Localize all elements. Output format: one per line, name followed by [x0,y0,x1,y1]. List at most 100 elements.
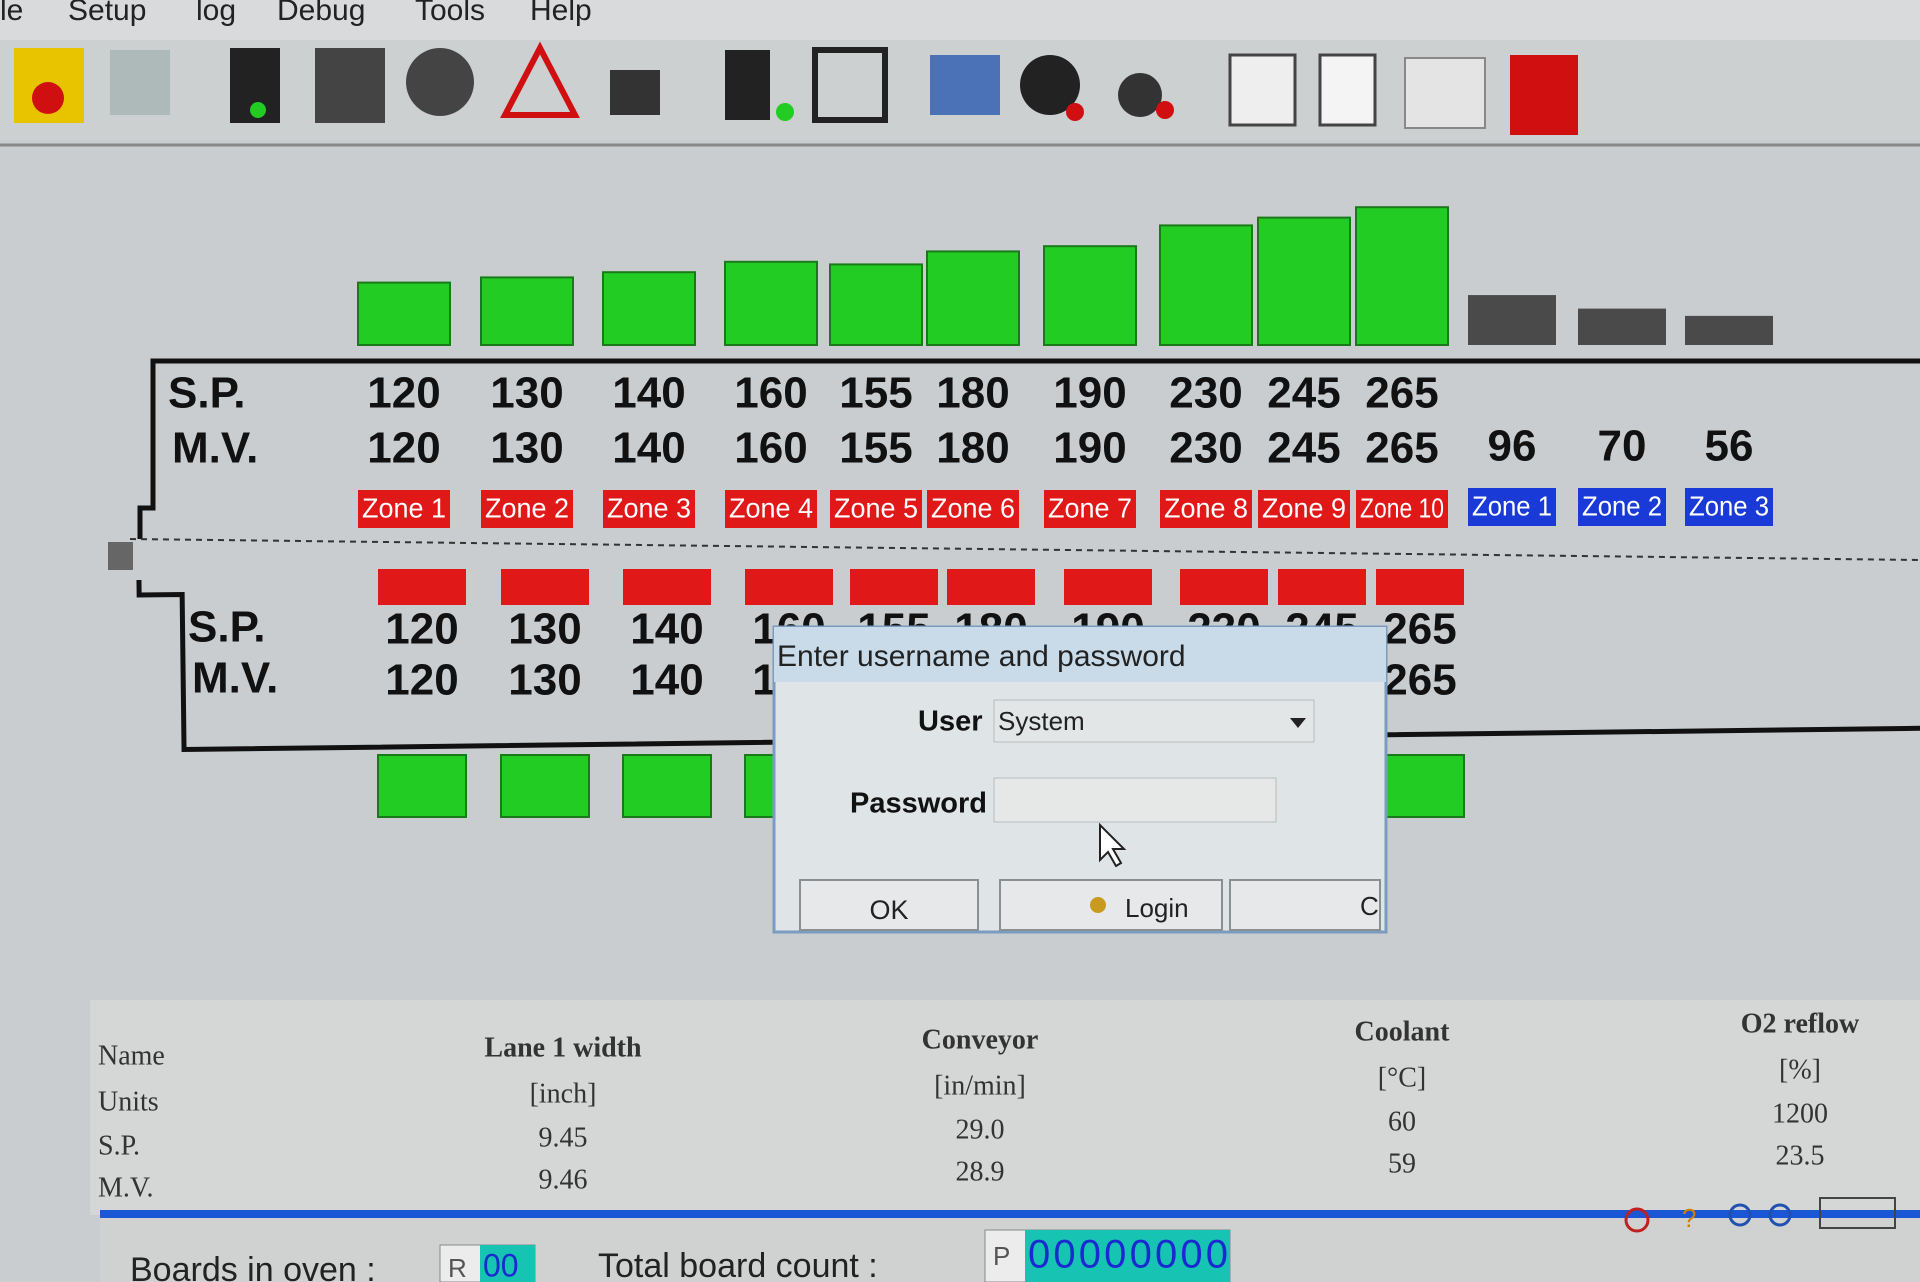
menu-item[interactable]: Debug [277,0,365,27]
menu-item[interactable]: Setup [68,0,146,27]
table-cell: [%] [1779,1054,1821,1085]
mv-value: 230 [1169,424,1242,473]
heater-bar [602,271,696,347]
row-label: S.P. [188,603,265,652]
lower-heater-bar [622,754,712,818]
cancel-label: C [1360,891,1379,921]
table-header: Lane 1 width [484,1032,642,1063]
heater-indicator [745,569,833,605]
heater-indicator [378,569,466,605]
sp-value: 120 [385,605,458,654]
mv-value: 140 [630,656,703,705]
boards-display [480,1245,535,1282]
zone-name: Zone 2 [485,492,569,523]
sp-value: 190 [1053,369,1126,418]
heater-bar [1043,245,1137,346]
heater-bar [357,281,451,347]
login-dialog: Enter username and password User System … [772,625,1388,934]
dialog-title: Enter username and password [777,640,1186,673]
boards-value: 00 [483,1247,519,1282]
menu-item[interactable]: Tools [415,0,485,27]
table-cell: [°C] [1378,1062,1427,1093]
menu-item[interactable]: Help [530,0,592,27]
user-label: User [918,706,983,738]
mv-value: 130 [508,656,581,705]
heater-bar [926,250,1020,346]
zone-name: Zone 6 [931,492,1015,523]
heater-indicator [501,569,589,605]
cooler-bar [1685,315,1773,345]
zone-tag [1044,490,1136,528]
zone-tag [481,490,573,528]
ok-label: OK [869,895,908,925]
total-prefix: P [993,1241,1010,1271]
bottom-frame [136,579,1920,753]
cooler-bar [1578,308,1666,345]
conveyor-line [129,538,1920,561]
toolbar-icons [14,41,1578,135]
sp-value: 265 [1365,369,1438,418]
zone-name: Zone 7 [1048,492,1132,523]
table-cell: 59 [1388,1148,1416,1179]
status-divider [100,1210,1920,1218]
status-icons: ? [1624,1197,1896,1233]
table-cell: 60 [1388,1106,1416,1137]
zone-tag [725,490,817,528]
mv-value: 245 [1267,424,1340,473]
heater-bar [1355,206,1449,346]
mv-value: 140 [612,424,685,473]
login-label: Login [1125,893,1189,923]
mv-value: 180 [936,424,1009,473]
zone-tag [1468,488,1556,526]
heater-indicator [1376,569,1464,605]
sp-value: 265 [1383,605,1456,654]
table-cell: 1200 [1772,1098,1828,1129]
table-cell: Units [98,1086,159,1117]
data-table [90,1000,1920,1215]
mv-value: 96 [1488,422,1537,471]
heater-indicator [623,569,711,605]
menu-bar [0,0,1920,40]
row-label: M.V. [192,654,278,703]
mv-value: 265 [1365,424,1438,473]
zone-name: Zone 5 [834,492,918,523]
cursor [1099,822,1127,868]
zone-tag [603,490,695,528]
heater-indicator [1064,569,1152,605]
lower-heater-bar [1375,754,1465,818]
sp-value: 130 [508,605,581,654]
table-header: O2 reflow [1741,1008,1860,1039]
heater-indicator [850,569,938,605]
cooler-bar [1468,295,1556,345]
sp-value: 160 [734,369,807,418]
cancel-button[interactable] [1229,879,1381,931]
total-display [1025,1230,1230,1282]
ok-button[interactable] [799,879,979,931]
mv-value: 56 [1705,422,1754,471]
table-cell: [inch] [530,1078,597,1109]
row-label: M.V. [172,424,258,473]
zone-tag [1685,488,1773,526]
menu-item[interactable]: log [196,0,236,27]
mv-value: 120 [367,424,440,473]
zone-name: Zone 3 [1689,490,1769,521]
conveyor-handle [108,542,133,570]
table-cell: 29.0 [956,1114,1005,1145]
login-button[interactable] [999,879,1223,931]
heater-bar [1159,224,1253,346]
menu-item[interactable]: le [0,0,23,27]
heater-indicator [1180,569,1268,605]
table-cell: 9.45 [539,1122,588,1153]
menu: le Setup log Debug Tools Help [0,0,592,27]
sp-value: 155 [839,369,912,418]
table-cell: [in/min] [934,1070,1026,1101]
password-input[interactable] [993,777,1277,823]
user-select[interactable] [993,699,1315,743]
table-header: Name [98,1040,165,1071]
table-cell: M.V. [98,1172,154,1203]
mv-value: 160 [734,424,807,473]
zone-tag [927,490,1019,528]
password-label: Password [850,788,987,820]
top-frame [137,358,1920,539]
heater-indicator [947,569,1035,605]
